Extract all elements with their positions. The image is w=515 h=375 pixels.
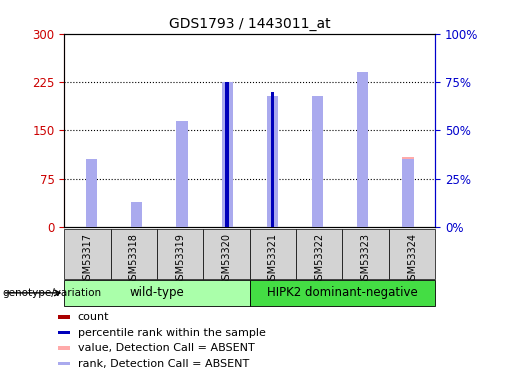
Text: GSM53323: GSM53323 <box>360 233 371 286</box>
Text: GSM53320: GSM53320 <box>221 233 232 286</box>
Bar <box>357 72 368 227</box>
Bar <box>58 331 70 334</box>
Bar <box>270 92 274 227</box>
Bar <box>226 117 229 227</box>
Bar <box>250 229 296 279</box>
Bar <box>226 82 229 227</box>
Text: genotype/variation: genotype/variation <box>3 288 101 298</box>
Bar <box>157 229 203 279</box>
Bar <box>176 140 187 227</box>
Bar <box>389 229 435 279</box>
Bar <box>64 280 250 306</box>
Bar <box>270 116 274 227</box>
Text: GSM53319: GSM53319 <box>175 233 185 286</box>
Bar <box>131 202 142 227</box>
Text: rank, Detection Call = ABSENT: rank, Detection Call = ABSENT <box>78 358 249 369</box>
Bar <box>267 116 278 227</box>
Text: GSM53317: GSM53317 <box>82 233 93 286</box>
Bar <box>221 117 233 227</box>
Text: HIPK2 dominant-negative: HIPK2 dominant-negative <box>267 286 418 299</box>
Bar <box>357 80 368 227</box>
Bar <box>86 159 97 227</box>
Bar <box>342 229 389 279</box>
Bar <box>296 229 342 279</box>
Bar <box>203 229 250 279</box>
Text: GSM53322: GSM53322 <box>314 233 324 286</box>
Bar <box>131 208 142 227</box>
Text: value, Detection Call = ABSENT: value, Detection Call = ABSENT <box>78 343 254 353</box>
Bar <box>312 96 323 227</box>
Bar <box>176 121 187 227</box>
Bar <box>58 362 70 365</box>
Bar <box>58 346 70 350</box>
Text: GSM53318: GSM53318 <box>129 233 139 286</box>
Bar <box>221 82 233 227</box>
Bar <box>267 96 278 227</box>
Bar <box>402 159 414 227</box>
Title: GDS1793 / 1443011_at: GDS1793 / 1443011_at <box>169 17 331 32</box>
Text: count: count <box>78 312 109 322</box>
Bar <box>250 280 435 306</box>
Text: GSM53321: GSM53321 <box>268 233 278 286</box>
Text: GSM53324: GSM53324 <box>407 233 417 286</box>
Bar <box>312 123 323 227</box>
Bar <box>402 158 414 227</box>
Bar <box>111 229 157 279</box>
Text: wild-type: wild-type <box>130 286 184 299</box>
Bar <box>58 315 70 319</box>
Text: percentile rank within the sample: percentile rank within the sample <box>78 328 266 338</box>
Bar <box>64 229 111 279</box>
Bar <box>86 159 97 227</box>
